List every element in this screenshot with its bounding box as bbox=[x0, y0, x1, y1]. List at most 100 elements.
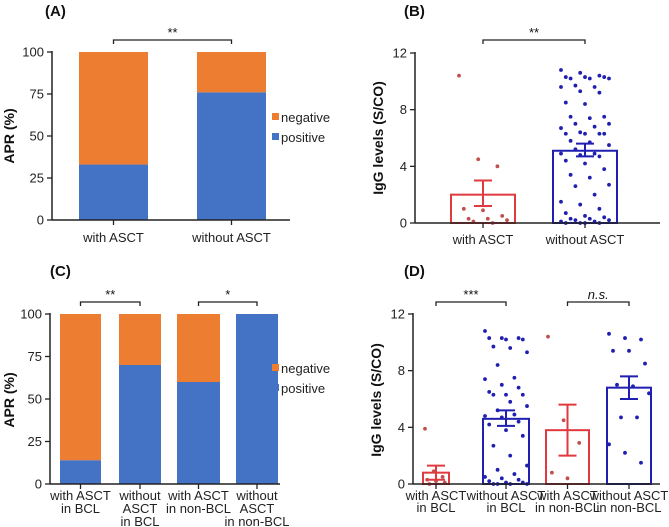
data-point bbox=[568, 172, 573, 177]
legend-label: negative bbox=[281, 361, 330, 376]
data-point bbox=[568, 114, 573, 119]
significance-bracket bbox=[197, 301, 258, 306]
panel-label: (C) bbox=[50, 263, 71, 280]
x-tick-label: without ASCT bbox=[589, 488, 669, 503]
data-point bbox=[481, 208, 485, 213]
bar-positive bbox=[119, 365, 161, 484]
data-point bbox=[615, 382, 619, 387]
significance-label: ** bbox=[529, 25, 539, 40]
x-tick-label: in BCL bbox=[120, 514, 159, 527]
x-tick-label: without bbox=[118, 488, 161, 503]
data-point bbox=[563, 131, 568, 136]
bar-positive bbox=[177, 382, 220, 484]
panel-label: (A) bbox=[45, 3, 66, 20]
data-point bbox=[602, 131, 607, 136]
data-point bbox=[602, 114, 607, 119]
data-point bbox=[491, 392, 496, 397]
data-point bbox=[635, 415, 639, 420]
data-point bbox=[623, 336, 627, 340]
y-tick-label: 100 bbox=[20, 307, 42, 322]
bar-positive bbox=[236, 314, 278, 484]
x-tick-label: in non-BCL bbox=[224, 514, 289, 527]
y-tick-label: 75 bbox=[28, 349, 42, 364]
data-point bbox=[512, 412, 517, 417]
data-point bbox=[559, 85, 563, 89]
data-point bbox=[476, 157, 481, 162]
data-point bbox=[508, 346, 513, 350]
data-point bbox=[520, 392, 525, 397]
data-point bbox=[597, 73, 602, 78]
data-point bbox=[559, 151, 563, 156]
bar-negative bbox=[119, 314, 161, 365]
y-axis-label: APR (%) bbox=[1, 108, 17, 163]
y-axis-label: IgG levels (S/CO) bbox=[370, 81, 386, 195]
data-point bbox=[607, 121, 611, 126]
data-point bbox=[583, 102, 587, 106]
significance-bracket bbox=[79, 301, 141, 306]
data-point bbox=[578, 202, 583, 207]
data-point bbox=[607, 143, 611, 147]
x-tick-label: in BCL bbox=[416, 500, 455, 515]
x-tick-label: without ASCT bbox=[191, 230, 271, 245]
legend-swatch bbox=[272, 364, 279, 371]
data-point bbox=[568, 216, 573, 221]
y-tick-label: 75 bbox=[30, 87, 44, 102]
panel-c: (C) APR (%) 0 25 50 75 100 negative positive with… bbox=[1, 263, 330, 527]
y-tick-label: 4 bbox=[400, 159, 407, 174]
panel-b: (B) IgG levels (S/CO) 0 4 8 12 with ASCT withou… bbox=[370, 3, 660, 247]
mean-bar bbox=[606, 386, 652, 485]
mean-bar bbox=[552, 149, 618, 224]
data-point bbox=[607, 218, 611, 223]
data-point bbox=[546, 334, 550, 339]
data-point bbox=[461, 206, 466, 211]
data-point bbox=[431, 469, 436, 474]
legend-swatch bbox=[272, 113, 279, 120]
data-point bbox=[563, 100, 568, 105]
data-point bbox=[559, 126, 563, 130]
significance-label: ** bbox=[105, 287, 115, 302]
data-point bbox=[578, 130, 583, 135]
data-point bbox=[495, 164, 500, 169]
data-point bbox=[573, 121, 578, 126]
data-point bbox=[499, 476, 504, 481]
data-point bbox=[487, 336, 492, 340]
data-point bbox=[607, 76, 611, 81]
bar-positive bbox=[79, 164, 148, 220]
data-point bbox=[525, 463, 529, 468]
data-point bbox=[639, 460, 643, 465]
data-point bbox=[499, 382, 504, 387]
bar-negative bbox=[79, 52, 148, 165]
x-tick-label: in non-BCL bbox=[166, 501, 231, 516]
data-point bbox=[516, 385, 521, 390]
data-point bbox=[643, 361, 647, 366]
x-tick-label: with ASCT bbox=[167, 488, 229, 503]
data-point bbox=[587, 76, 592, 81]
y-tick-label: 50 bbox=[28, 392, 42, 407]
x-tick-label: in BCL bbox=[61, 501, 100, 516]
significance-label: * bbox=[225, 287, 230, 302]
data-point bbox=[504, 392, 508, 397]
data-point bbox=[491, 443, 496, 448]
data-point bbox=[627, 348, 631, 353]
bar-positive bbox=[60, 460, 101, 484]
y-tick-label: 12 bbox=[393, 46, 407, 61]
y-tick-label: 0 bbox=[35, 477, 42, 492]
data-point bbox=[623, 450, 627, 455]
data-point bbox=[457, 73, 461, 78]
significance-label: ** bbox=[167, 25, 177, 40]
bar-negative bbox=[177, 314, 220, 382]
data-point bbox=[520, 433, 525, 438]
data-point bbox=[592, 151, 597, 156]
y-tick-label: 12 bbox=[391, 307, 405, 322]
data-point bbox=[592, 124, 597, 129]
legend-label: negative bbox=[281, 110, 330, 125]
data-point bbox=[587, 116, 592, 121]
data-point bbox=[512, 472, 517, 476]
data-point bbox=[639, 337, 643, 342]
data-point bbox=[602, 167, 607, 172]
panel-a: (A) APR (%) 0 25 50 75 100 negative positive with… bbox=[1, 3, 330, 245]
significance-bracket bbox=[566, 301, 630, 306]
data-point bbox=[565, 476, 570, 481]
data-point bbox=[583, 75, 587, 79]
